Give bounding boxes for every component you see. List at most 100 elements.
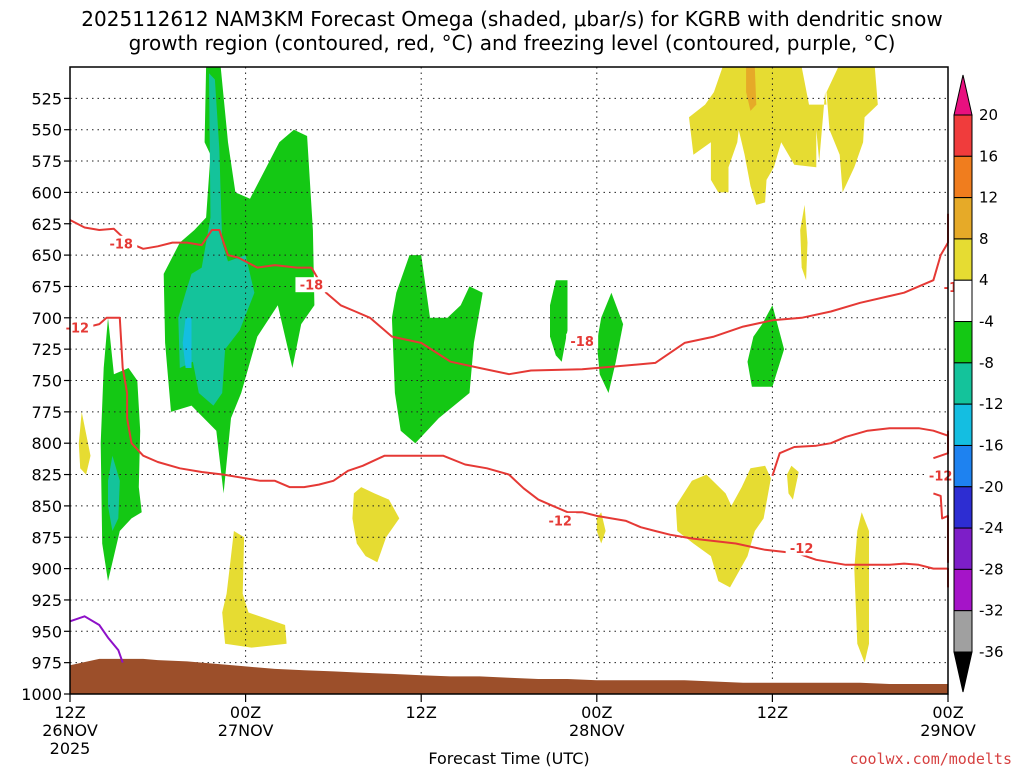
colorbar-top-arrow <box>953 74 973 116</box>
x-tick-label-60-1: 29NOV <box>920 721 976 740</box>
colorbar-label--16: -16 <box>979 436 1004 454</box>
contour-label-2: -18 <box>570 335 594 350</box>
colorbar-label--32: -32 <box>979 602 1004 620</box>
y-tick-label-725: 725 <box>31 340 62 359</box>
contour-layer: -18-18-18-18-12-12-12-12 <box>61 213 972 663</box>
x-tick-label-12-0: 00Z <box>230 703 261 722</box>
colorbar-bin--28 <box>953 527 973 570</box>
colorbar-bin--16 <box>953 403 973 446</box>
x-tick-label-48-0: 12Z <box>757 703 788 722</box>
colorbar-label--12: -12 <box>979 395 1004 413</box>
colorbar-bin--24 <box>953 486 973 529</box>
colorbar-label-12: 12 <box>979 189 998 207</box>
x-tick-label-0-2: 2025 <box>50 739 91 758</box>
x-tick-label-12-1: 27NOV <box>218 721 274 740</box>
omega-region-10 <box>222 531 287 648</box>
colorbar-label-8: 8 <box>979 230 989 248</box>
terrain-layer <box>70 658 948 694</box>
x-tick-label-36-0: 00Z <box>581 703 612 722</box>
omega-region-2 <box>391 255 483 444</box>
contour-label-4: -12 <box>66 321 90 336</box>
x-axis-label: Forecast Time (UTC) <box>428 749 589 768</box>
y-tick-label-525: 525 <box>31 89 62 108</box>
omega-region-12 <box>596 512 606 544</box>
y-tick-label-550: 550 <box>31 121 62 140</box>
contour-label-0: -18 <box>109 237 133 252</box>
y-tick-label-1000: 1000 <box>21 685 62 704</box>
y-tick-label-575: 575 <box>31 152 62 171</box>
x-tick-label-0-0: 12Z <box>54 703 85 722</box>
colorbar-label--20: -20 <box>979 478 1004 496</box>
credit-text: coolwx.com/modelts <box>849 750 1012 768</box>
ground-terrain <box>70 658 948 694</box>
contour-label-bg-6 <box>785 540 818 556</box>
colorbar-bin-16 <box>953 114 973 157</box>
colorbar-label-16: 16 <box>979 147 998 165</box>
omega-region-11 <box>352 487 400 563</box>
contour-label-7: -12 <box>929 469 953 484</box>
omega-region-6 <box>178 73 255 406</box>
colorbar-bin--4 <box>953 279 973 323</box>
colorbar-label--28: -28 <box>979 560 1004 578</box>
chart-title-line1: 2025112612 NAM3KM Forecast Omega (shaded… <box>81 7 942 31</box>
colorbar: 20 16 12 8 4 -4 -8 -12 -16 -20 -24 -28 -32 -36 <box>953 74 1004 693</box>
contour-label-5: -12 <box>548 514 572 529</box>
y-axis: 525 550 575 600 625 650 675 700 725 750 775 800 825 8… <box>21 89 70 704</box>
colorbar-bin--8 <box>953 321 973 364</box>
y-tick-label-600: 600 <box>31 183 62 202</box>
omega-region-13 <box>675 465 771 588</box>
x-tick-label-24-0: 12Z <box>406 703 437 722</box>
omega-region-5 <box>747 305 785 387</box>
y-tick-label-975: 975 <box>31 654 62 673</box>
colorbar-label-20: 20 <box>979 106 998 124</box>
contour-label-bg-0 <box>105 235 138 251</box>
y-tick-label-650: 650 <box>31 246 62 265</box>
omega-region-9 <box>78 411 91 475</box>
omega-region-15 <box>854 512 869 663</box>
y-tick-label-800: 800 <box>31 434 62 453</box>
x-tick-label-60-0: 00Z <box>932 703 963 722</box>
colorbar-bin-8 <box>953 197 973 240</box>
freezing-level-contour <box>69 615 124 663</box>
colorbar-label--4: -4 <box>979 313 994 331</box>
colorbar-label--24: -24 <box>979 519 1004 537</box>
contour-label-6: -12 <box>790 542 814 557</box>
colorbar-label--36: -36 <box>979 643 1004 661</box>
omega-region-3 <box>550 280 568 362</box>
y-tick-label-675: 675 <box>31 277 62 296</box>
y-tick-label-875: 875 <box>31 528 62 547</box>
red-contour-7 <box>933 492 949 564</box>
contour-label-bg-5 <box>544 512 577 528</box>
colorbar-label--8: -8 <box>979 354 994 372</box>
y-tick-label-925: 925 <box>31 591 62 610</box>
y-tick-label-850: 850 <box>31 497 62 516</box>
y-tick-label-900: 900 <box>31 560 62 579</box>
y-tick-label-750: 750 <box>31 372 62 391</box>
x-tick-label-36-1: 28NOV <box>569 721 625 740</box>
red-contour-0 <box>69 213 949 376</box>
omega-region-7 <box>108 455 120 531</box>
omega-region-17 <box>800 204 808 281</box>
omega-region-19 <box>746 67 757 111</box>
y-tick-label-825: 825 <box>31 466 62 485</box>
y-tick-label-950: 950 <box>31 622 62 641</box>
omega-region-8 <box>182 317 192 368</box>
colorbar-bin-12 <box>953 155 973 199</box>
chart-title-line2: growth region (contoured, red, °C) and f… <box>129 31 896 55</box>
red-contour-9 <box>771 427 949 477</box>
y-tick-label-775: 775 <box>31 403 62 422</box>
omega-region-14 <box>787 465 799 500</box>
contour-label-bg-1 <box>295 277 328 293</box>
colorbar-bottom-arrow <box>953 651 973 693</box>
omega-region-4 <box>596 292 624 393</box>
colorbar-bin-4 <box>953 238 973 281</box>
colorbar-bin--20 <box>953 444 973 488</box>
contour-label-1: -18 <box>300 279 324 294</box>
colorbar-bin--32 <box>953 568 973 612</box>
x-tick-label-0-1: 26NOV <box>42 721 98 740</box>
red-contour-4 <box>70 316 949 588</box>
colorbar-label-4: 4 <box>979 271 989 289</box>
y-tick-label-700: 700 <box>31 309 62 328</box>
